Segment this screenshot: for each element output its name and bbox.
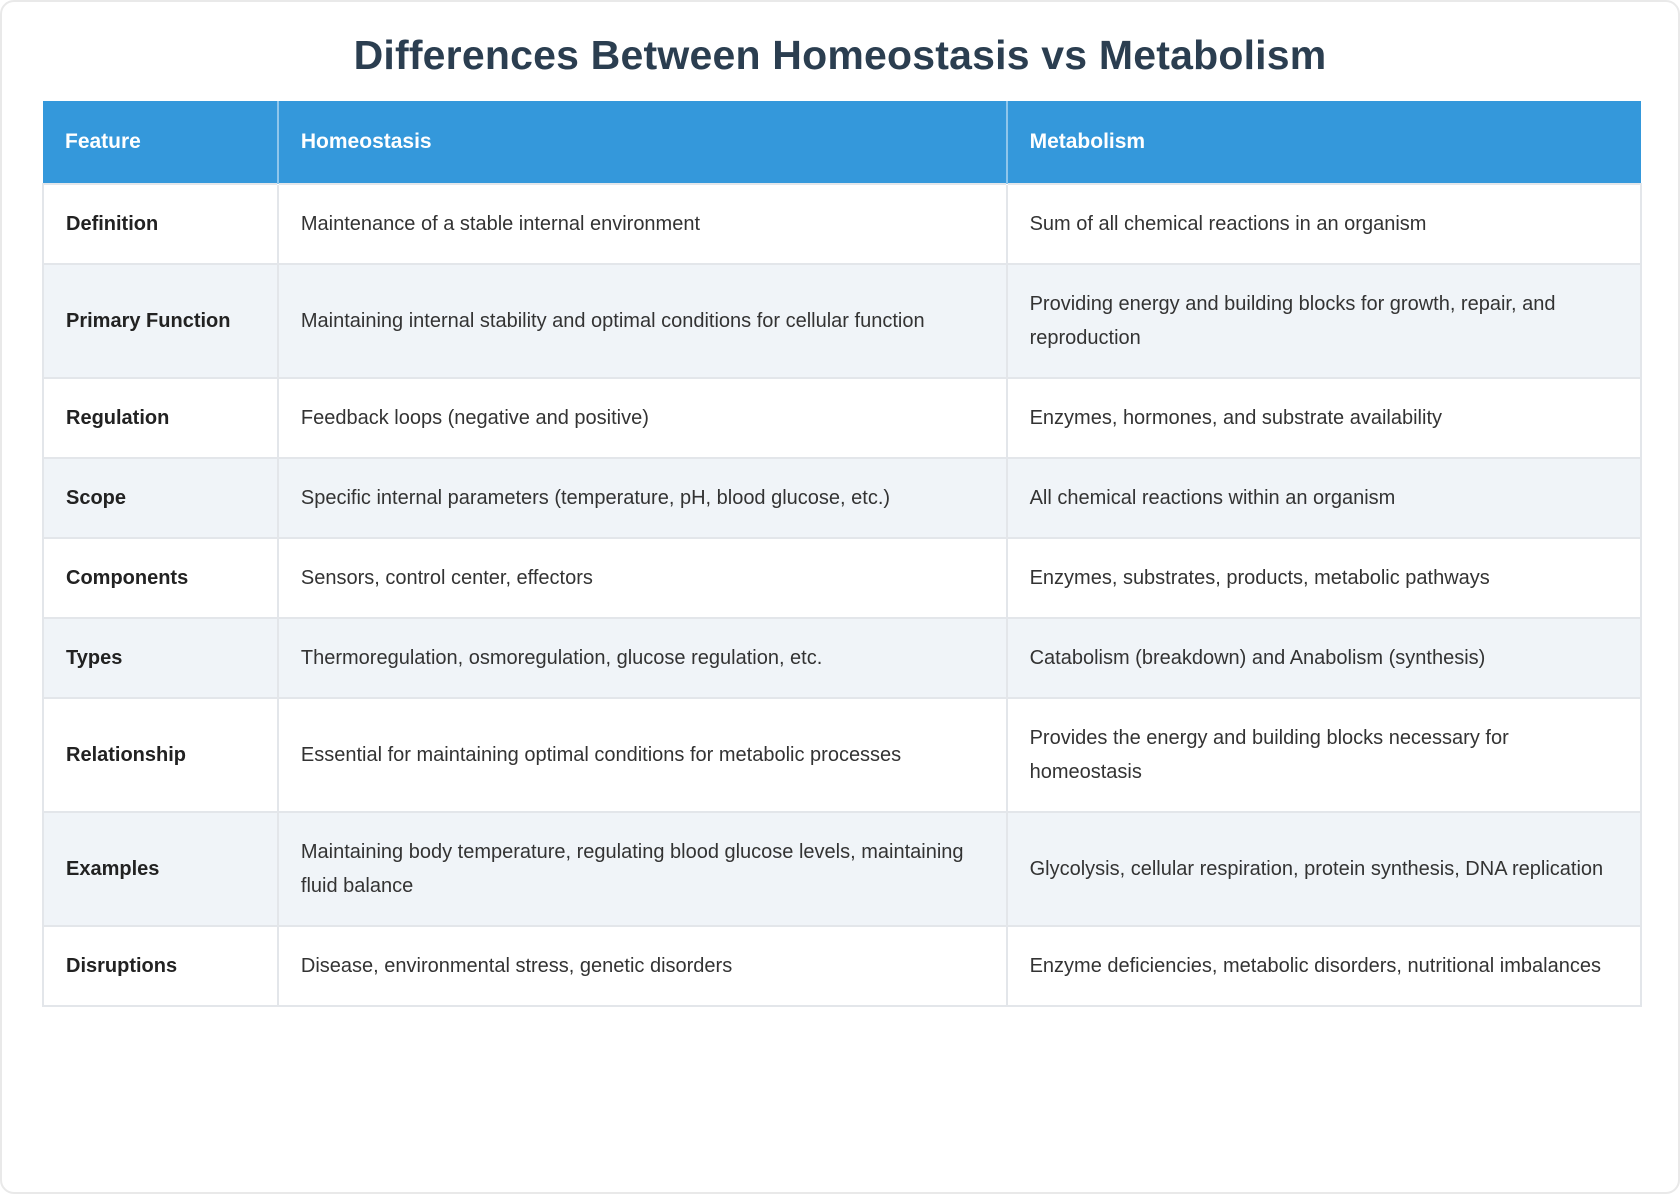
comparison-table-body: Definition Maintenance of a stable intern… [42,183,1643,1007]
homeostasis-cell: Feedback loops (negative and positive) [276,377,1008,459]
row-feature-cell: Examples [42,811,279,927]
metabolism-cell: Enzymes, hormones, and substrate availab… [1005,377,1643,459]
homeostasis-cell: Maintenance of a stable internal environ… [276,183,1008,265]
table-row: Regulation Feedback loops (negative and p… [42,377,1643,459]
table-row: Relationship Essential for maintaining op… [42,697,1643,813]
homeostasis-cell: Essential for maintaining optimal condit… [276,697,1008,813]
row-feature-cell: Relationship [42,697,279,813]
column-header-homeostasis: Homeostasis [277,101,1008,184]
table-row: Disruptions Disease, environmental stress… [42,925,1643,1007]
row-feature-cell: Scope [42,457,279,539]
column-header-metabolism: Metabolism [1006,101,1641,184]
row-feature-cell: Disruptions [42,925,279,1007]
metabolism-cell: Sum of all chemical reactions in an orga… [1005,183,1643,265]
row-feature-cell: Regulation [42,377,279,459]
table-row: Primary Function Maintaining internal sta… [42,263,1643,379]
table-row: Components Sensors, control center, effec… [42,537,1643,619]
homeostasis-cell: Maintaining internal stability and optim… [276,263,1008,379]
row-feature-cell: Types [42,617,279,699]
table-header-row: Feature Homeostasis Metabolism [43,101,1641,184]
column-header-feature: Feature [43,101,279,184]
table-row: Definition Maintenance of a stable intern… [42,183,1643,265]
metabolism-cell: Catabolism (breakdown) and Anabolism (sy… [1005,617,1643,699]
table-row: Examples Maintaining body temperature, re… [42,811,1643,927]
homeostasis-cell: Thermoregulation, osmoregulation, glucos… [276,617,1008,699]
homeostasis-cell: Specific internal parameters (temperatur… [276,457,1008,539]
row-feature-cell: Primary Function [42,263,279,379]
metabolism-cell: Provides the energy and building blocks … [1005,697,1643,813]
metabolism-cell: All chemical reactions within an organis… [1005,457,1643,539]
row-feature-cell: Definition [42,183,279,265]
homeostasis-cell: Maintaining body temperature, regulating… [276,811,1008,927]
homeostasis-cell: Disease, environmental stress, genetic d… [276,925,1008,1007]
metabolism-cell: Glycolysis, cellular respiration, protei… [1005,811,1643,927]
comparison-table: Feature Homeostasis Metabolism Definitio… [42,101,1643,1007]
metabolism-cell: Enzyme deficiencies, metabolic disorders… [1005,925,1643,1007]
page-title: Differences Between Homeostasis vs Metab… [353,32,1327,78]
homeostasis-cell: Sensors, control center, effectors [276,537,1008,619]
row-feature-cell: Components [42,537,279,619]
table-row: Types Thermoregulation, osmoregulation, g… [42,617,1643,699]
metabolism-cell: Providing energy and building blocks for… [1005,263,1643,379]
table-row: Scope Specific internal parameters (tempe… [42,457,1643,539]
metabolism-cell: Enzymes, substrates, products, metabolic… [1005,537,1643,619]
